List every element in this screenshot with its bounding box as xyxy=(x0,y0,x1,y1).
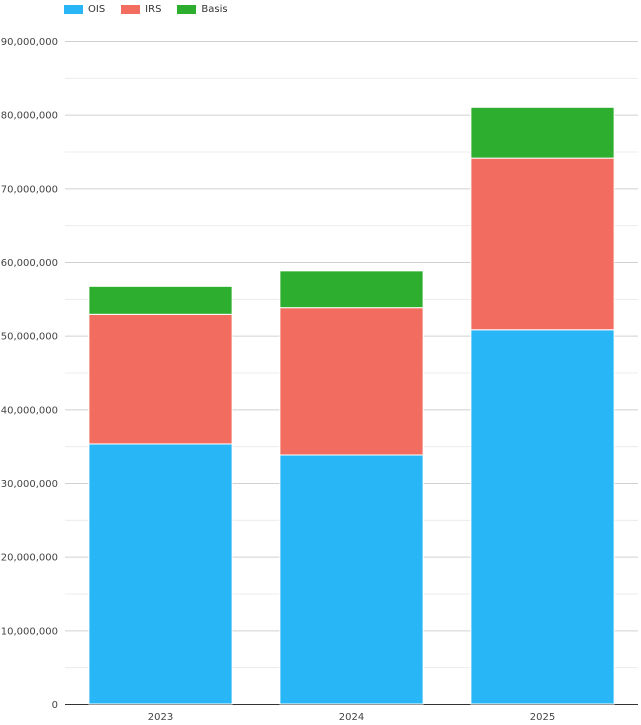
y-tick-label: 50,000,000 xyxy=(1,332,58,343)
y-tick-label: 20,000,000 xyxy=(1,553,58,564)
bar-ois-2025 xyxy=(470,329,615,705)
bar-basis-2024 xyxy=(279,270,424,309)
legend-swatch xyxy=(121,5,141,14)
bar-irs-2024 xyxy=(279,307,424,456)
legend-swatch xyxy=(64,5,83,14)
legend-item-basis[interactable]: Basis xyxy=(177,4,228,15)
x-tick-label: 2025 xyxy=(530,712,555,723)
y-tick-label: 40,000,000 xyxy=(1,405,58,416)
y-tick-label: 70,000,000 xyxy=(1,184,58,195)
legend-item-ois[interactable]: OIS xyxy=(64,4,105,15)
y-tick-label: 0 xyxy=(52,700,58,711)
y-tick-label: 90,000,000 xyxy=(1,37,58,48)
bar-irs-2023 xyxy=(88,313,233,445)
y-tick-label: 30,000,000 xyxy=(1,479,58,490)
legend-label: IRS xyxy=(145,4,162,15)
bar-ois-2023 xyxy=(88,443,233,705)
x-tick-label: 2023 xyxy=(148,712,173,723)
y-tick-label: 10,000,000 xyxy=(1,626,58,637)
bar-irs-2025 xyxy=(470,157,615,331)
y-tick-label: 60,000,000 xyxy=(1,258,58,269)
x-tick-label: 2024 xyxy=(339,712,364,723)
legend-label: OIS xyxy=(88,4,106,15)
legend-swatch xyxy=(177,5,197,14)
bar-ois-2024 xyxy=(279,454,424,705)
legend-item-irs[interactable]: IRS xyxy=(121,4,161,15)
bar-basis-2023 xyxy=(88,285,233,315)
legend: OIS IRS Basis xyxy=(64,4,228,15)
bar-basis-2025 xyxy=(470,106,615,159)
y-tick-label: 80,000,000 xyxy=(1,111,58,122)
legend-label: Basis xyxy=(201,4,228,15)
